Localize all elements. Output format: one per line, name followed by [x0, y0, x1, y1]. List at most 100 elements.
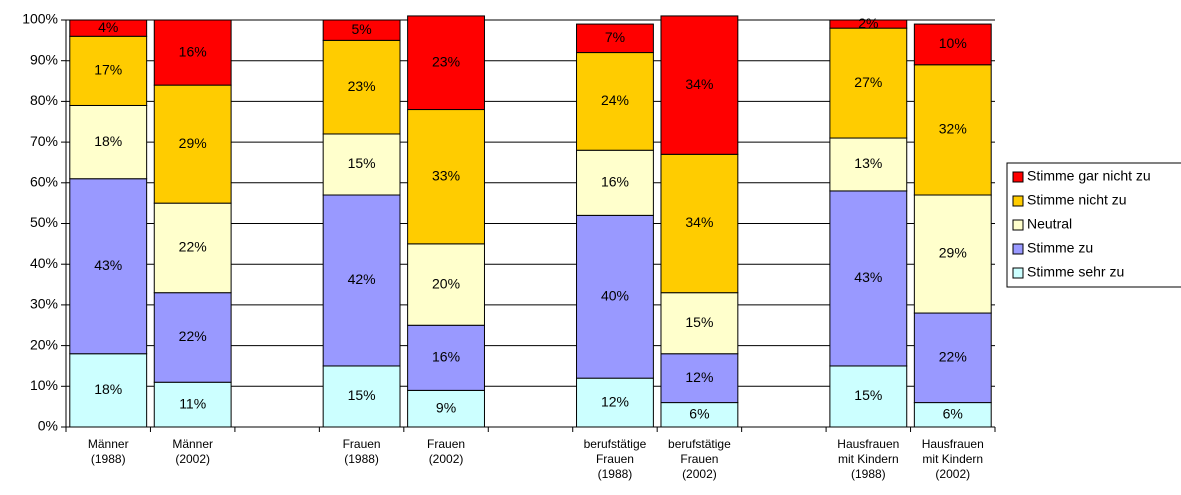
data-label: 34% [685, 76, 713, 92]
legend-label: Neutral [1027, 216, 1072, 232]
y-tick-label: 90% [30, 51, 58, 67]
data-label: 18% [94, 381, 122, 397]
legend-label: Stimme gar nicht zu [1027, 168, 1151, 184]
data-label: 16% [432, 349, 460, 365]
bar-segment [322, 194, 401, 367]
bar-segment [660, 353, 739, 404]
y-tick-label: 30% [30, 296, 58, 312]
data-label: 15% [685, 314, 713, 330]
bar-segment [829, 137, 908, 192]
y-tick-label: 40% [30, 255, 58, 271]
bar-segment [829, 27, 908, 139]
bar-segment [153, 381, 232, 428]
x-tick-label: berufstätige Frauen (2002) [668, 437, 731, 481]
bar-segment [153, 202, 232, 294]
y-tick-label: 20% [30, 336, 58, 352]
bar-segment [322, 19, 401, 41]
data-label: 17% [94, 62, 122, 78]
legend-label: Stimme nicht zu [1027, 192, 1127, 208]
legend-swatch [1012, 243, 1024, 255]
data-label: 6% [689, 405, 709, 421]
legend-swatch [1012, 171, 1024, 183]
data-label: 23% [432, 53, 460, 69]
bar-segment [913, 312, 992, 404]
bar-segment [660, 402, 739, 428]
y-tick-label: 10% [30, 377, 58, 393]
data-label: 6% [943, 405, 963, 421]
data-label: 2% [858, 15, 878, 31]
bar-segment [407, 324, 485, 391]
y-tick-label: 70% [30, 133, 58, 149]
bar-segment [407, 109, 485, 245]
y-tick-label: 50% [30, 214, 58, 230]
data-label: 7% [605, 29, 625, 45]
bar-segment [576, 377, 654, 428]
x-tick-label: Frauen (2002) [427, 437, 465, 466]
data-label: 15% [348, 155, 376, 171]
bar-segment [829, 365, 908, 428]
y-tick-label: 0% [38, 418, 58, 434]
bar-segment [576, 214, 654, 379]
x-tick-label: berufstätige Frauen (1988) [584, 437, 647, 481]
y-tick-label: 60% [30, 174, 58, 190]
data-label: 4% [98, 19, 118, 35]
bar-segment [69, 19, 148, 37]
data-label: 33% [432, 167, 460, 183]
y-tick-label: 100% [22, 11, 58, 27]
data-label: 12% [601, 393, 629, 409]
data-label: 43% [854, 269, 882, 285]
bar-segment [69, 353, 148, 428]
bar-segment [660, 15, 739, 155]
bar-segment [322, 133, 401, 196]
data-label: 29% [179, 135, 207, 151]
bar-segment [576, 149, 654, 216]
legend-box [1006, 162, 1181, 288]
bar-segment [153, 19, 232, 86]
bar-segment [576, 23, 654, 54]
data-label: 5% [351, 21, 371, 37]
bar-segment [913, 402, 992, 428]
data-label: 22% [179, 239, 207, 255]
bar-segment [407, 243, 485, 326]
data-label: 27% [854, 74, 882, 90]
bar-segment [69, 178, 148, 355]
data-label: 24% [601, 92, 629, 108]
data-label: 23% [348, 78, 376, 94]
data-label: 10% [939, 35, 967, 51]
x-tick-label: Frauen (1988) [343, 437, 381, 466]
bar-segment [829, 19, 908, 29]
data-label: 12% [685, 369, 713, 385]
data-label: 15% [348, 387, 376, 403]
bar-segment [407, 15, 485, 111]
x-tick-label: Männer (1988) [88, 437, 129, 466]
legend-label: Stimme sehr zu [1027, 264, 1124, 280]
bar-segment [913, 23, 992, 66]
y-tick-label: 80% [30, 92, 58, 108]
data-label: 40% [601, 287, 629, 303]
data-label: 9% [436, 399, 456, 415]
data-label: 22% [179, 328, 207, 344]
data-label: 16% [601, 174, 629, 190]
legend-swatch [1012, 195, 1024, 207]
bar-segment [913, 64, 992, 196]
bar-segment [829, 190, 908, 367]
data-label: 42% [348, 271, 376, 287]
data-label: 29% [939, 245, 967, 261]
legend-swatch [1012, 219, 1024, 231]
data-label: 11% [179, 395, 206, 411]
bar-segment [153, 84, 232, 204]
data-label: 15% [854, 387, 882, 403]
data-label: 20% [432, 275, 460, 291]
legend-label: Stimme zu [1027, 240, 1093, 256]
data-label: 16% [179, 43, 207, 59]
bar-segment [322, 39, 401, 135]
x-tick-label: Männer (2002) [172, 437, 213, 466]
bar-segment [660, 292, 739, 355]
data-label: 22% [939, 349, 967, 365]
bar-segment [576, 52, 654, 151]
x-tick-label: Hausfrauen mit Kindern (1988) [837, 437, 899, 481]
data-label: 43% [94, 257, 122, 273]
data-label: 32% [939, 121, 967, 137]
data-label: 13% [854, 155, 882, 171]
